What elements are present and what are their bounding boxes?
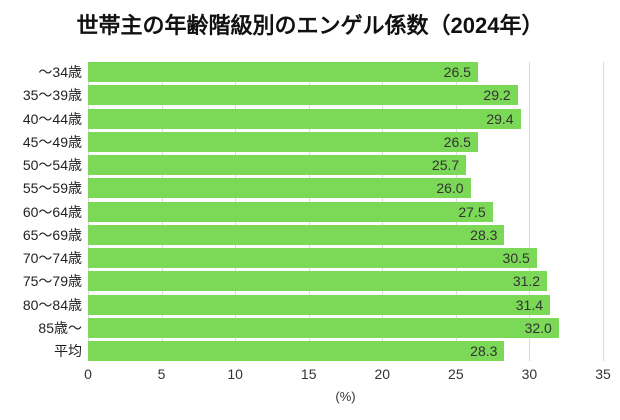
table-row: 平均 28.3	[0, 341, 603, 361]
bar: 28.3	[88, 341, 505, 361]
x-tick-label-5: 5	[157, 366, 166, 382]
value-label: 31.4	[515, 296, 544, 313]
bar-track: 28.3	[88, 341, 603, 361]
x-tick-label-35: 35	[595, 366, 611, 382]
x-tick-label-20: 20	[374, 366, 391, 382]
category-label: 35～39歳	[22, 87, 82, 104]
bar: 28.3	[88, 224, 505, 245]
bar-track: 26.5	[88, 62, 603, 82]
bar: 26.5	[88, 62, 478, 82]
category-label: 45～49歳	[22, 133, 82, 150]
bar-track: 29.2	[88, 85, 603, 106]
table-row: 40～44歳 29.4	[0, 108, 603, 129]
bar: 29.2	[88, 85, 518, 106]
value-label: 29.4	[486, 110, 514, 127]
value-label: 29.2	[483, 87, 511, 104]
bar: 31.4	[88, 294, 551, 315]
category-label: 65～69歳	[22, 226, 82, 243]
bar: 26.0	[88, 178, 471, 199]
bar: 25.7	[88, 155, 467, 175]
bar: 26.5	[88, 131, 478, 152]
x-tick-label-25: 25	[448, 366, 464, 382]
bar: 30.5	[88, 248, 537, 268]
table-row: ～34歳 26.5	[0, 62, 603, 82]
category-label: 55～59歳	[22, 180, 82, 197]
value-label: 30.5	[502, 250, 530, 266]
x-axis: 0 5 10 15 20 25 30 35	[84, 366, 611, 384]
bar-track: 26.5	[88, 131, 603, 152]
bar-track: 26.0	[88, 178, 603, 199]
value-label: 25.7	[431, 157, 460, 173]
bar: 29.4	[88, 108, 521, 129]
gridline-30	[529, 62, 531, 361]
category-label: 60～64歳	[22, 203, 82, 220]
value-label: 31.2	[512, 273, 541, 290]
table-row: 45～49歳 26.5	[0, 131, 603, 152]
category-label: 50～54歳	[22, 157, 82, 173]
bar: 32.0	[88, 317, 559, 338]
category-label: 75～79歳	[22, 273, 82, 290]
table-row: 55～59歳 26.0	[0, 178, 603, 199]
value-label: 26.5	[443, 64, 471, 80]
category-label: ～34歳	[38, 64, 82, 80]
bar: 27.5	[88, 201, 493, 222]
category-label: 40～44歳	[22, 110, 82, 127]
value-label: 26.5	[443, 133, 471, 150]
table-row: 75～79歳 31.2	[0, 271, 603, 292]
chart-title: 世帯主の年齢階級別のエンゲル係数（2024年）	[76, 13, 544, 38]
x-tick-label-15: 15	[300, 366, 317, 382]
table-row: 80～84歳 31.4	[0, 294, 603, 315]
table-row: 60～64歳 27.5	[0, 201, 603, 222]
x-tick-label-10: 10	[227, 366, 243, 382]
x-tick-label-30: 30	[521, 366, 538, 382]
bar-track: 31.4	[88, 294, 603, 315]
bar-track: 30.5	[88, 248, 603, 268]
bar-rows: ～34歳 26.5 35～39歳 29.2 40～44歳 29.4 45～49歳 26.5 50…	[0, 62, 603, 361]
bar-track: 29.4	[88, 108, 603, 129]
category-label: 80～84歳	[22, 296, 82, 313]
table-row: 85歳～ 32.0	[0, 317, 603, 338]
table-row: 35～39歳 29.2	[0, 85, 603, 106]
value-label: 27.5	[458, 203, 486, 220]
gridline-35	[603, 62, 604, 361]
value-label: 32.0	[524, 319, 552, 336]
bar-track: 32.0	[88, 317, 603, 338]
value-label: 28.3	[470, 343, 498, 359]
bar: 31.2	[88, 271, 548, 292]
table-row: 70～74歳 30.5	[0, 248, 603, 268]
bar-track: 31.2	[88, 271, 603, 292]
bar-track: 27.5	[88, 201, 603, 222]
category-label: 85歳～	[38, 319, 82, 336]
bar-track: 25.7	[88, 155, 603, 175]
table-row: 50～54歳 25.7	[0, 155, 603, 175]
x-axis-unit-label: (%)	[335, 389, 356, 404]
x-tick-label-0: 0	[84, 366, 92, 382]
value-label: 28.3	[470, 226, 498, 243]
category-label: 平均	[54, 343, 82, 359]
category-label: 70～74歳	[22, 250, 82, 266]
value-label: 26.0	[436, 180, 464, 197]
bar-track: 28.3	[88, 224, 603, 245]
table-row: 65～69歳 28.3	[0, 224, 603, 245]
